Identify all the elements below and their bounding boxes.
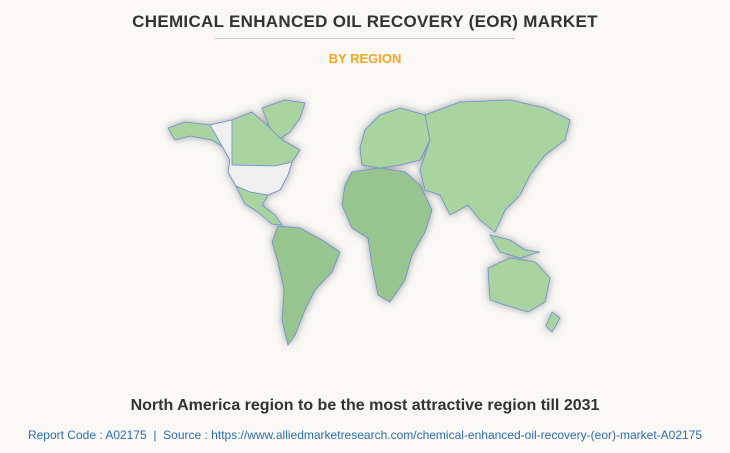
europe [359,107,431,169]
africa [341,167,433,303]
footer: Report Code : A02175 | Source : https://… [27,428,703,442]
south-america [271,225,341,346]
title: CHEMICAL ENHANCED OIL RECOVERY (EOR) MAR… [132,12,598,31]
north-america-highlight [209,119,293,196]
world-map [167,99,571,346]
central-america [235,185,283,226]
caption: North America region to be the most attr… [130,397,600,414]
new-zealand [545,311,561,333]
subtitle: BY REGION [328,51,402,66]
southeast-asia [489,234,541,259]
australia [487,257,551,313]
asia [419,99,571,233]
title-rule [215,38,515,39]
